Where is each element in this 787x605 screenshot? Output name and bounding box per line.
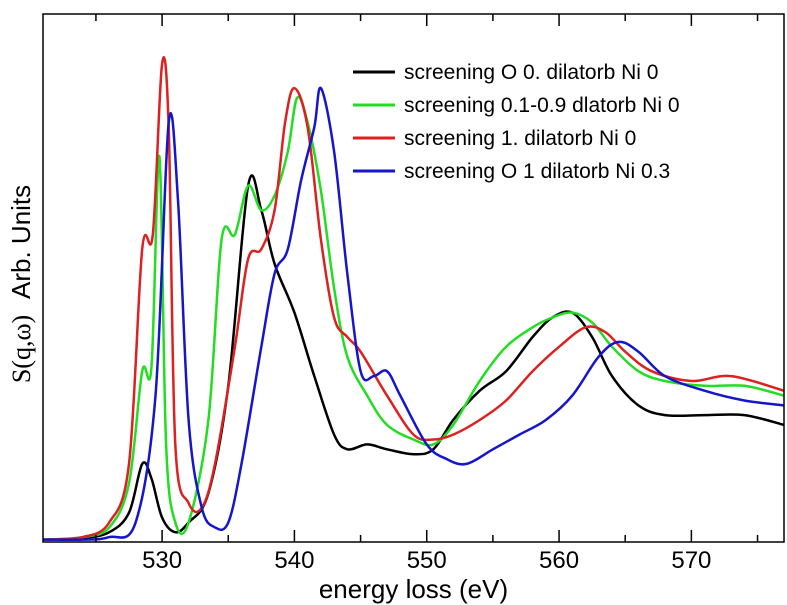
x-tick-label: 560 <box>539 547 579 574</box>
legend: screening O 0. dilatorb Ni 0 screening 0.… <box>353 61 680 183</box>
x-tick-label: 570 <box>671 547 711 574</box>
plot-frame <box>42 13 785 543</box>
series-line-4 <box>42 86 785 542</box>
legend-label: screening O 0. dilatorb Ni 0 <box>404 61 658 84</box>
x-tick-label: 540 <box>274 547 314 574</box>
y-axis-label-prefix: S(q,ω) <box>7 315 36 383</box>
x-axis-ticks: 530 540 550 560 570 <box>95 14 759 574</box>
y-axis-label-units: Arb. Units <box>6 185 36 299</box>
legend-label: screening 0.1-0.9 dlatorb Ni 0 <box>404 94 680 117</box>
series-line-1 <box>42 174 785 541</box>
x-axis-label: energy loss (eV) <box>319 574 508 604</box>
series-group <box>42 56 785 542</box>
series-line-3 <box>42 56 785 541</box>
legend-label: screening O 1 dilatorb Ni 0.3 <box>404 160 670 183</box>
legend-label: screening 1. dilatorb Ni 0 <box>404 127 636 150</box>
x-tick-label: 550 <box>407 547 447 574</box>
y-axis-label: S(q,ω) Arb. Units <box>6 185 36 383</box>
x-tick-label: 530 <box>142 547 182 574</box>
